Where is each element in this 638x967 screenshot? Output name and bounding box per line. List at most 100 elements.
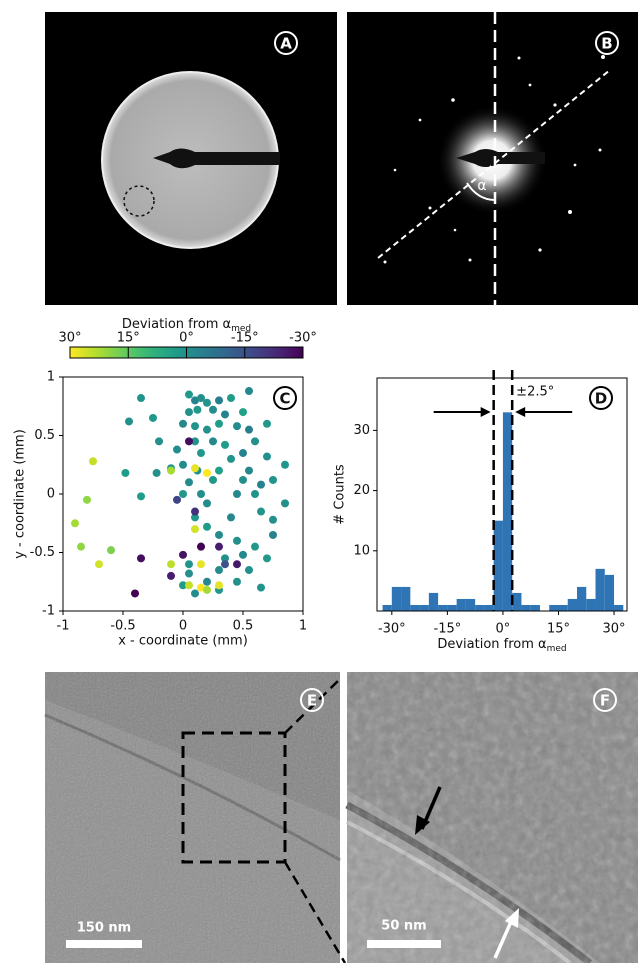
point xyxy=(215,566,223,574)
point xyxy=(257,508,265,516)
point xyxy=(203,523,211,531)
point xyxy=(197,543,205,551)
y-tick-label: -0.5 xyxy=(30,545,55,560)
point xyxy=(281,461,289,469)
point xyxy=(83,496,91,504)
bar xyxy=(438,605,447,611)
bar xyxy=(484,605,493,611)
y-axis-label: # Counts xyxy=(333,464,348,525)
label-subscript: med xyxy=(231,324,251,334)
point xyxy=(197,490,205,498)
point xyxy=(191,508,199,516)
bar xyxy=(466,599,475,611)
point xyxy=(233,422,241,430)
x-tick-label: 30° xyxy=(603,622,626,637)
y-tick-label: 0 xyxy=(47,487,55,502)
point xyxy=(215,543,223,551)
point xyxy=(245,566,253,574)
point xyxy=(215,420,223,428)
bar xyxy=(392,587,401,611)
point xyxy=(233,578,241,586)
point xyxy=(239,449,247,457)
point xyxy=(245,387,253,395)
point xyxy=(251,490,259,498)
point xyxy=(215,581,223,589)
bar xyxy=(586,599,595,611)
y-tick-label: -1 xyxy=(42,604,55,619)
axis-label: Deviation from αmed xyxy=(122,317,251,334)
y-tick-label: 30 xyxy=(353,423,370,438)
point xyxy=(209,437,217,445)
point xyxy=(167,467,175,475)
x-tick-label: -30° xyxy=(378,622,406,637)
bar xyxy=(558,605,567,611)
bar xyxy=(410,605,419,611)
point xyxy=(209,406,217,414)
y-tick-label: 0.5 xyxy=(34,428,55,443)
point xyxy=(203,499,211,507)
point xyxy=(191,589,199,597)
point xyxy=(71,519,79,527)
x-tick-label: 0 xyxy=(179,619,187,634)
point xyxy=(95,560,103,568)
x-tick-label: 15° xyxy=(547,622,570,637)
bar xyxy=(568,599,577,611)
point xyxy=(203,586,211,594)
x-tick-label: 1 xyxy=(299,619,307,634)
x-tick-label: -1 xyxy=(57,619,70,634)
point xyxy=(155,437,163,445)
point xyxy=(245,467,253,475)
point xyxy=(89,457,97,465)
bar xyxy=(521,605,530,611)
label-text: Deviation from α xyxy=(122,317,231,332)
x-tick-label: -0.5 xyxy=(110,619,135,634)
bar xyxy=(596,569,605,611)
point xyxy=(203,469,211,477)
panel-b: α B xyxy=(347,12,638,305)
point xyxy=(269,531,277,539)
bar xyxy=(512,593,521,611)
point xyxy=(257,584,265,592)
point xyxy=(263,453,271,461)
point xyxy=(233,490,241,498)
point xyxy=(185,570,193,578)
point xyxy=(251,437,259,445)
point xyxy=(179,490,187,498)
point xyxy=(191,525,199,533)
point xyxy=(269,516,277,524)
bar xyxy=(549,605,558,611)
point xyxy=(131,589,139,597)
point xyxy=(203,426,211,434)
scale-bar-label: 50 nm xyxy=(381,919,426,934)
point xyxy=(203,399,211,407)
point xyxy=(215,531,223,539)
point xyxy=(227,455,235,463)
point xyxy=(233,537,241,545)
arrow-head xyxy=(481,407,491,417)
panel-label: F xyxy=(600,692,610,710)
point xyxy=(221,560,229,568)
point xyxy=(185,478,193,486)
panel-label: D xyxy=(595,390,607,408)
panel-label: E xyxy=(307,692,317,710)
label-text: Deviation from α xyxy=(437,637,546,652)
panel-label: C xyxy=(279,390,290,408)
point xyxy=(185,560,193,568)
colorbar-tick-label: -30° xyxy=(289,331,317,346)
point xyxy=(107,546,115,554)
point xyxy=(227,394,235,402)
colorbar-tick-label: 0° xyxy=(179,331,194,346)
point xyxy=(149,414,157,422)
point xyxy=(125,417,133,425)
point xyxy=(179,551,187,559)
point xyxy=(77,543,85,551)
point xyxy=(173,496,181,504)
point xyxy=(197,560,205,568)
colorbar-tick-label: 30° xyxy=(58,331,81,346)
scale-bar xyxy=(66,940,142,948)
point xyxy=(167,572,175,580)
arrow-head xyxy=(515,407,525,417)
point xyxy=(221,410,229,418)
bar xyxy=(420,605,429,611)
point xyxy=(137,394,145,402)
